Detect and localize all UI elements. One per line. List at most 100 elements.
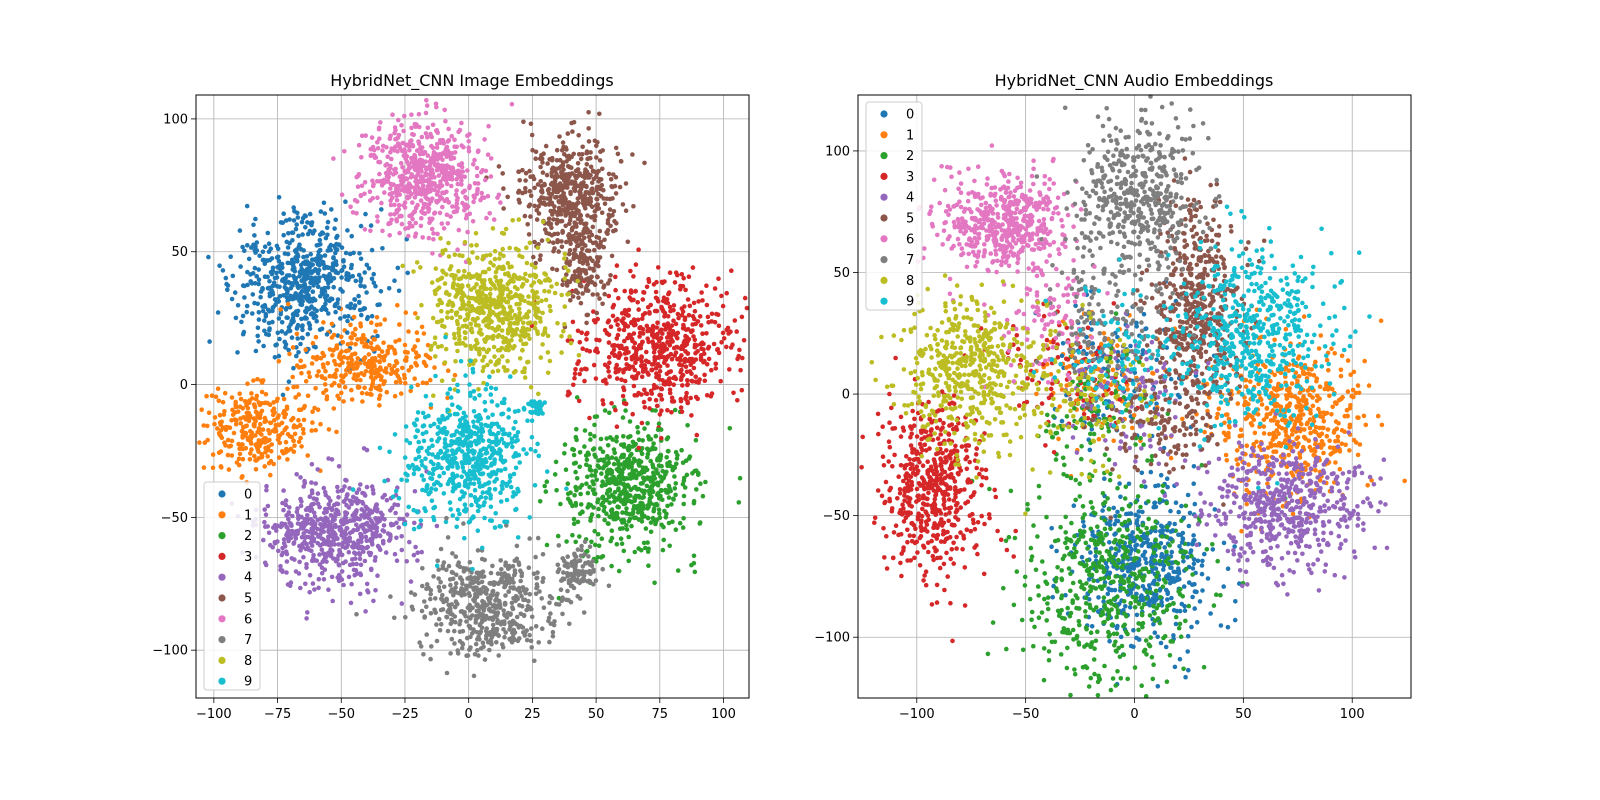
image-embeddings-point-class-6 xyxy=(383,163,388,168)
image-embeddings-point-class-3 xyxy=(647,406,652,411)
image-embeddings-point-class-3 xyxy=(639,359,644,365)
image-embeddings-point-class-4 xyxy=(394,520,399,526)
image-embeddings-point-class-6 xyxy=(466,139,472,144)
image-embeddings-point-class-3 xyxy=(595,349,600,355)
image-embeddings-point-class-0 xyxy=(307,326,313,331)
image-embeddings-point-class-1 xyxy=(403,380,408,386)
image-embeddings-point-class-6 xyxy=(370,144,376,150)
image-embeddings-point-class-7 xyxy=(428,611,434,616)
image-embeddings-point-class-0 xyxy=(303,310,309,315)
image-embeddings-point-class-4 xyxy=(399,547,405,553)
image-embeddings-point-class-4 xyxy=(317,552,322,557)
image-embeddings-point-class-1 xyxy=(301,430,306,436)
image-embeddings-point-class-5 xyxy=(592,217,597,223)
image-embeddings-point-class-3 xyxy=(680,383,685,388)
image-embeddings-point-class-0 xyxy=(277,266,283,272)
image-embeddings-point-class-6 xyxy=(370,196,376,201)
image-embeddings-point-class-4 xyxy=(286,516,291,522)
image-embeddings-point-class-6 xyxy=(420,210,426,216)
image-embeddings-point-class-4 xyxy=(371,598,376,604)
image-embeddings-point-class-3 xyxy=(728,345,734,350)
image-embeddings-point-class-1 xyxy=(322,376,328,382)
image-embeddings-point-class-7 xyxy=(526,598,531,604)
image-embeddings-point-class-3 xyxy=(653,397,659,403)
image-embeddings-point-class-3 xyxy=(580,346,585,352)
image-embeddings-point-class-0 xyxy=(276,316,282,321)
image-embeddings-point-class-5 xyxy=(601,196,606,201)
image-embeddings-point-class-5 xyxy=(597,111,602,117)
image-embeddings-point-class-6 xyxy=(440,170,445,175)
image-embeddings-point-class-5 xyxy=(523,186,528,191)
image-embeddings-point-class-3 xyxy=(585,330,590,336)
image-embeddings-point-class-0 xyxy=(296,350,301,355)
image-embeddings-point-class-1 xyxy=(268,420,273,426)
image-embeddings-point-class-5 xyxy=(558,184,564,190)
image-embeddings-point-class-0 xyxy=(333,302,338,307)
image-embeddings-point-class-3 xyxy=(577,371,582,377)
image-embeddings-point-class-6 xyxy=(403,226,408,231)
image-embeddings-point-class-4 xyxy=(280,545,285,551)
image-embeddings-point-class-1 xyxy=(313,386,318,391)
image-embeddings-point-class-3 xyxy=(584,348,589,353)
image-embeddings-point-class-1 xyxy=(406,329,411,334)
image-embeddings-point-class-4 xyxy=(381,523,387,528)
image-embeddings-point-class-3 xyxy=(673,376,679,382)
image-embeddings-point-class-6 xyxy=(393,170,399,176)
image-embeddings-point-class-8 xyxy=(453,359,458,364)
image-embeddings-point-class-0 xyxy=(256,281,262,287)
image-embeddings-point-class-7 xyxy=(491,602,497,608)
image-embeddings-point-class-1 xyxy=(358,360,363,366)
image-embeddings-point-class-1 xyxy=(216,450,222,456)
image-embeddings-point-class-4 xyxy=(319,547,325,552)
image-embeddings-point-class-8 xyxy=(566,268,571,274)
image-embeddings-point-class-4 xyxy=(352,550,357,555)
image-embeddings-point-class-3 xyxy=(614,263,620,268)
image-embeddings-point-class-5 xyxy=(594,155,599,160)
image-embeddings-point-class-6 xyxy=(359,133,365,139)
image-embeddings-point-class-3 xyxy=(605,320,611,325)
image-embeddings-point-class-2 xyxy=(621,517,627,523)
image-embeddings-point-class-3 xyxy=(675,311,681,317)
image-embeddings-point-class-2 xyxy=(624,506,629,511)
image-embeddings-point-class-6 xyxy=(485,193,491,199)
image-embeddings-point-class-6 xyxy=(483,177,488,183)
image-embeddings-point-class-6 xyxy=(402,113,407,119)
image-embeddings-point-class-1 xyxy=(302,363,307,369)
image-embeddings-point-class-0 xyxy=(331,255,336,260)
image-embeddings-point-class-1 xyxy=(270,408,275,414)
image-embeddings-points xyxy=(197,98,750,679)
image-embeddings-point-class-4 xyxy=(387,538,392,543)
image-embeddings-point-class-0 xyxy=(378,289,384,294)
image-embeddings-point-class-5 xyxy=(599,182,605,188)
image-embeddings-point-class-2 xyxy=(685,423,690,428)
image-embeddings-point-class-3 xyxy=(582,378,587,384)
image-embeddings-point-class-5 xyxy=(543,143,549,149)
image-embeddings-point-class-2 xyxy=(544,542,550,548)
image-embeddings-point-class-1 xyxy=(369,345,374,351)
image-embeddings-point-class-5 xyxy=(551,248,556,254)
image-embeddings-point-class-6 xyxy=(450,204,455,209)
image-embeddings-point-class-7 xyxy=(540,552,546,557)
image-embeddings-point-class-4 xyxy=(394,558,400,563)
image-embeddings-point-class-5 xyxy=(587,229,593,235)
image-embeddings-point-class-4 xyxy=(262,507,268,512)
image-embeddings-point-class-2 xyxy=(663,487,668,493)
image-embeddings-point-class-0 xyxy=(288,296,293,302)
image-embeddings-point-class-0 xyxy=(257,253,262,259)
image-embeddings-point-class-8 xyxy=(462,268,467,274)
image-embeddings-point-class-4 xyxy=(368,527,373,533)
image-embeddings-point-class-1 xyxy=(201,423,206,428)
image-embeddings-point-class-3 xyxy=(613,287,618,293)
image-embeddings-point-class-3 xyxy=(644,284,650,290)
image-embeddings-point-class-5 xyxy=(567,164,572,170)
image-embeddings-point-class-0 xyxy=(309,220,315,225)
image-embeddings-point-class-3 xyxy=(709,319,714,324)
image-embeddings-point-class-4 xyxy=(329,457,335,462)
image-embeddings-point-class-5 xyxy=(575,267,581,273)
image-embeddings-point-class-6 xyxy=(359,183,365,189)
image-embeddings-point-class-3 xyxy=(662,382,668,387)
image-embeddings-point-class-6 xyxy=(456,129,461,135)
image-embeddings-point-class-5 xyxy=(532,239,537,245)
image-embeddings-point-class-7 xyxy=(506,589,512,594)
image-embeddings-point-class-1 xyxy=(353,341,358,347)
